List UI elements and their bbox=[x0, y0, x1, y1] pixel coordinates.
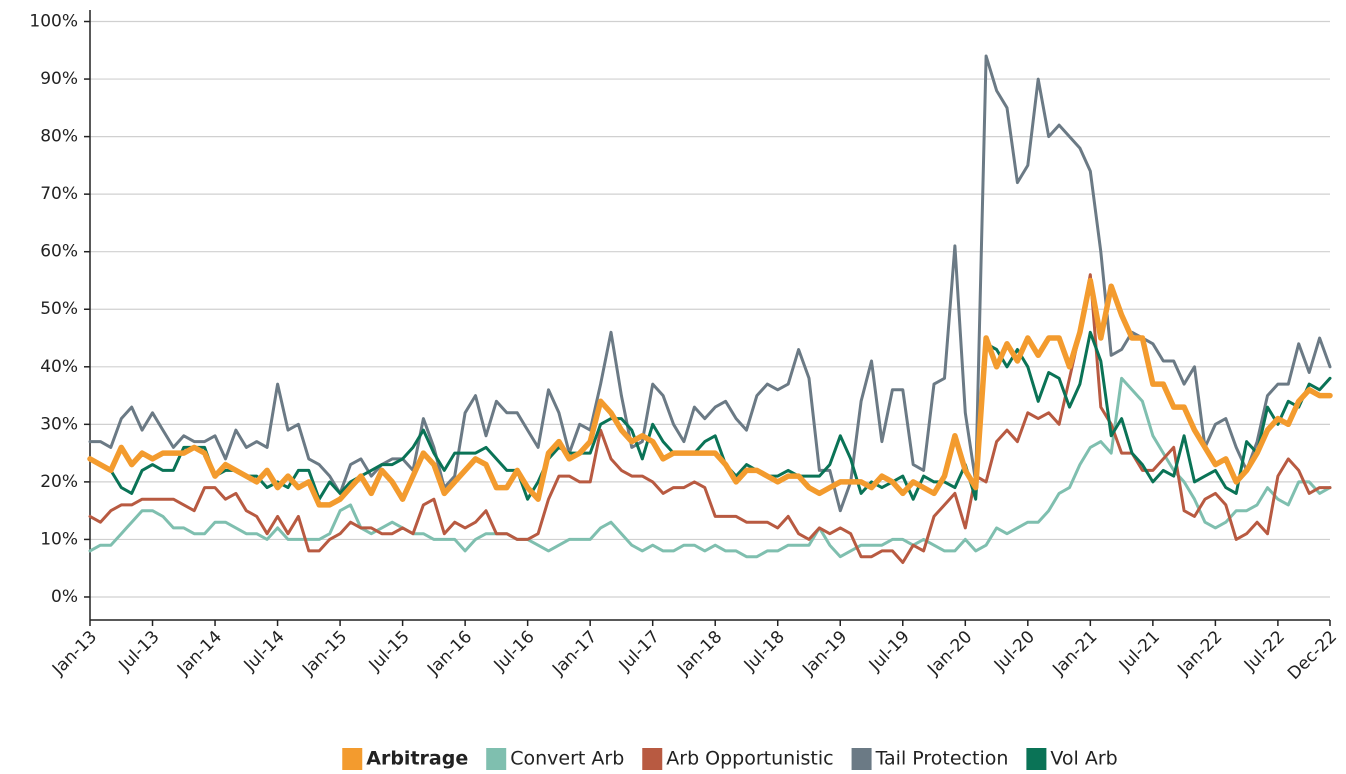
x-tick-label: Jan-18 bbox=[673, 627, 726, 680]
x-tick-label: Jul-21 bbox=[1115, 627, 1164, 676]
y-tick-label: 80% bbox=[40, 127, 78, 147]
x-tick-label: Dec-22 bbox=[1284, 627, 1341, 684]
series-line bbox=[88, 54, 1332, 513]
y-tick-label: 60% bbox=[40, 242, 78, 262]
x-tick-label: Jan-16 bbox=[423, 627, 476, 680]
y-tick-label: 20% bbox=[40, 472, 78, 492]
x-tick-label: Jan-13 bbox=[48, 627, 101, 680]
x-tick-label: Jul-15 bbox=[365, 627, 414, 676]
y-tick-label: 100% bbox=[29, 12, 78, 32]
legend-swatch bbox=[642, 748, 663, 770]
y-tick-label: 30% bbox=[40, 414, 78, 434]
x-tick-label: Jul-22 bbox=[1240, 627, 1289, 676]
x-tick-label: Jan-14 bbox=[173, 627, 226, 680]
x-tick-label: Jul-20 bbox=[990, 627, 1039, 676]
y-tick-label: 50% bbox=[40, 299, 78, 319]
y-tick-label: 0% bbox=[51, 587, 78, 607]
series-line bbox=[88, 273, 1332, 564]
y-tick-label: 90% bbox=[40, 69, 78, 89]
series-line bbox=[88, 376, 1332, 559]
series-line bbox=[88, 330, 1332, 501]
legend-swatch bbox=[851, 748, 872, 770]
legend-swatch bbox=[1026, 748, 1047, 770]
x-tick-label: Jul-17 bbox=[615, 627, 664, 676]
legend-label: Convert Arb bbox=[510, 748, 624, 770]
x-tick-label: Jul-14 bbox=[240, 627, 289, 676]
legend-swatch bbox=[486, 748, 507, 770]
legend: Arbitrage Convert Arb Arb Opportunistic Tai… bbox=[342, 748, 1118, 770]
y-tick-label: 10% bbox=[40, 529, 78, 549]
x-tick-label: Jul-18 bbox=[740, 627, 789, 676]
x-tick-label: Jan-22 bbox=[1173, 627, 1226, 680]
x-tick-label: Jan-21 bbox=[1048, 627, 1101, 680]
x-tick-label: Jul-19 bbox=[865, 627, 914, 676]
x-tick-label: Jan-20 bbox=[923, 627, 976, 680]
y-tick-label: 40% bbox=[40, 357, 78, 377]
legend-label: Vol Arb bbox=[1050, 748, 1117, 770]
x-tick-label: Jan-15 bbox=[298, 627, 351, 680]
legend-swatch bbox=[342, 748, 363, 770]
x-tick-label: Jul-16 bbox=[490, 627, 539, 676]
series-line bbox=[87, 277, 1333, 508]
y-tick-label: 70% bbox=[40, 184, 78, 204]
legend-label: Arb Opportunistic bbox=[666, 748, 833, 770]
legend-label: Arbitrage bbox=[366, 748, 468, 770]
legend-label: Tail Protection bbox=[875, 748, 1009, 770]
x-tick-label: Jan-19 bbox=[798, 627, 851, 680]
x-tick-label: Jan-17 bbox=[548, 627, 601, 680]
x-tick-label: Jul-13 bbox=[115, 627, 164, 676]
